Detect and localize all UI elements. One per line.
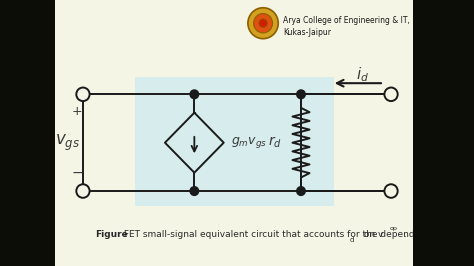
Text: Arya College of Engineering & IT,: Arya College of Engineering & IT, — [283, 16, 410, 25]
Circle shape — [190, 90, 199, 99]
Text: Figure: Figure — [95, 230, 128, 239]
Circle shape — [384, 88, 398, 101]
Text: $r_d$: $r_d$ — [268, 135, 282, 150]
Text: op: op — [390, 226, 398, 231]
Text: +: + — [72, 105, 82, 118]
Text: −: − — [72, 166, 83, 180]
Circle shape — [76, 184, 90, 198]
Bar — [135, 77, 334, 206]
Circle shape — [259, 19, 267, 28]
Circle shape — [297, 90, 305, 99]
Circle shape — [384, 184, 398, 198]
Text: .: . — [404, 230, 407, 239]
Bar — [0, 0, 55, 266]
Text: $i_d$: $i_d$ — [356, 66, 369, 84]
Circle shape — [248, 8, 278, 39]
Bar — [413, 0, 474, 266]
Circle shape — [76, 88, 90, 101]
Circle shape — [297, 187, 305, 196]
Text: FET small-signal equivalent circuit that accounts for the dependence of i: FET small-signal equivalent circuit that… — [121, 230, 454, 239]
Circle shape — [190, 187, 199, 196]
Bar — [55, 0, 413, 266]
Circle shape — [254, 14, 273, 33]
Text: $g_m v_{gs}$: $g_m v_{gs}$ — [231, 135, 267, 150]
Text: Kukas-Jaipur: Kukas-Jaipur — [283, 28, 331, 38]
Text: on v: on v — [361, 230, 383, 239]
Text: d: d — [350, 237, 354, 243]
Text: $v_{gs}$: $v_{gs}$ — [55, 132, 80, 153]
